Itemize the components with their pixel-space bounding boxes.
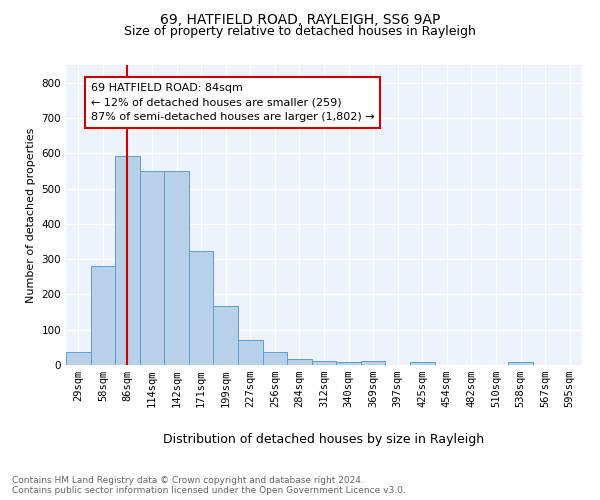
Bar xyxy=(115,156,140,365)
Text: Size of property relative to detached houses in Rayleigh: Size of property relative to detached ho… xyxy=(124,25,476,38)
Bar xyxy=(66,352,91,365)
Bar xyxy=(361,362,385,365)
Bar xyxy=(140,170,164,365)
Bar xyxy=(287,358,312,365)
Bar xyxy=(336,362,361,365)
Text: 69, HATFIELD ROAD, RAYLEIGH, SS6 9AP: 69, HATFIELD ROAD, RAYLEIGH, SS6 9AP xyxy=(160,12,440,26)
Bar xyxy=(189,251,214,365)
Bar xyxy=(508,362,533,365)
Bar xyxy=(214,306,238,365)
Y-axis label: Number of detached properties: Number of detached properties xyxy=(26,128,36,302)
Text: Contains HM Land Registry data © Crown copyright and database right 2024.
Contai: Contains HM Land Registry data © Crown c… xyxy=(12,476,406,495)
Text: Distribution of detached houses by size in Rayleigh: Distribution of detached houses by size … xyxy=(163,432,485,446)
Text: 69 HATFIELD ROAD: 84sqm
← 12% of detached houses are smaller (259)
87% of semi-d: 69 HATFIELD ROAD: 84sqm ← 12% of detache… xyxy=(91,82,374,122)
Bar xyxy=(238,340,263,365)
Bar xyxy=(312,361,336,365)
Bar xyxy=(91,266,115,365)
Bar xyxy=(410,362,434,365)
Bar xyxy=(263,352,287,365)
Bar xyxy=(164,170,189,365)
